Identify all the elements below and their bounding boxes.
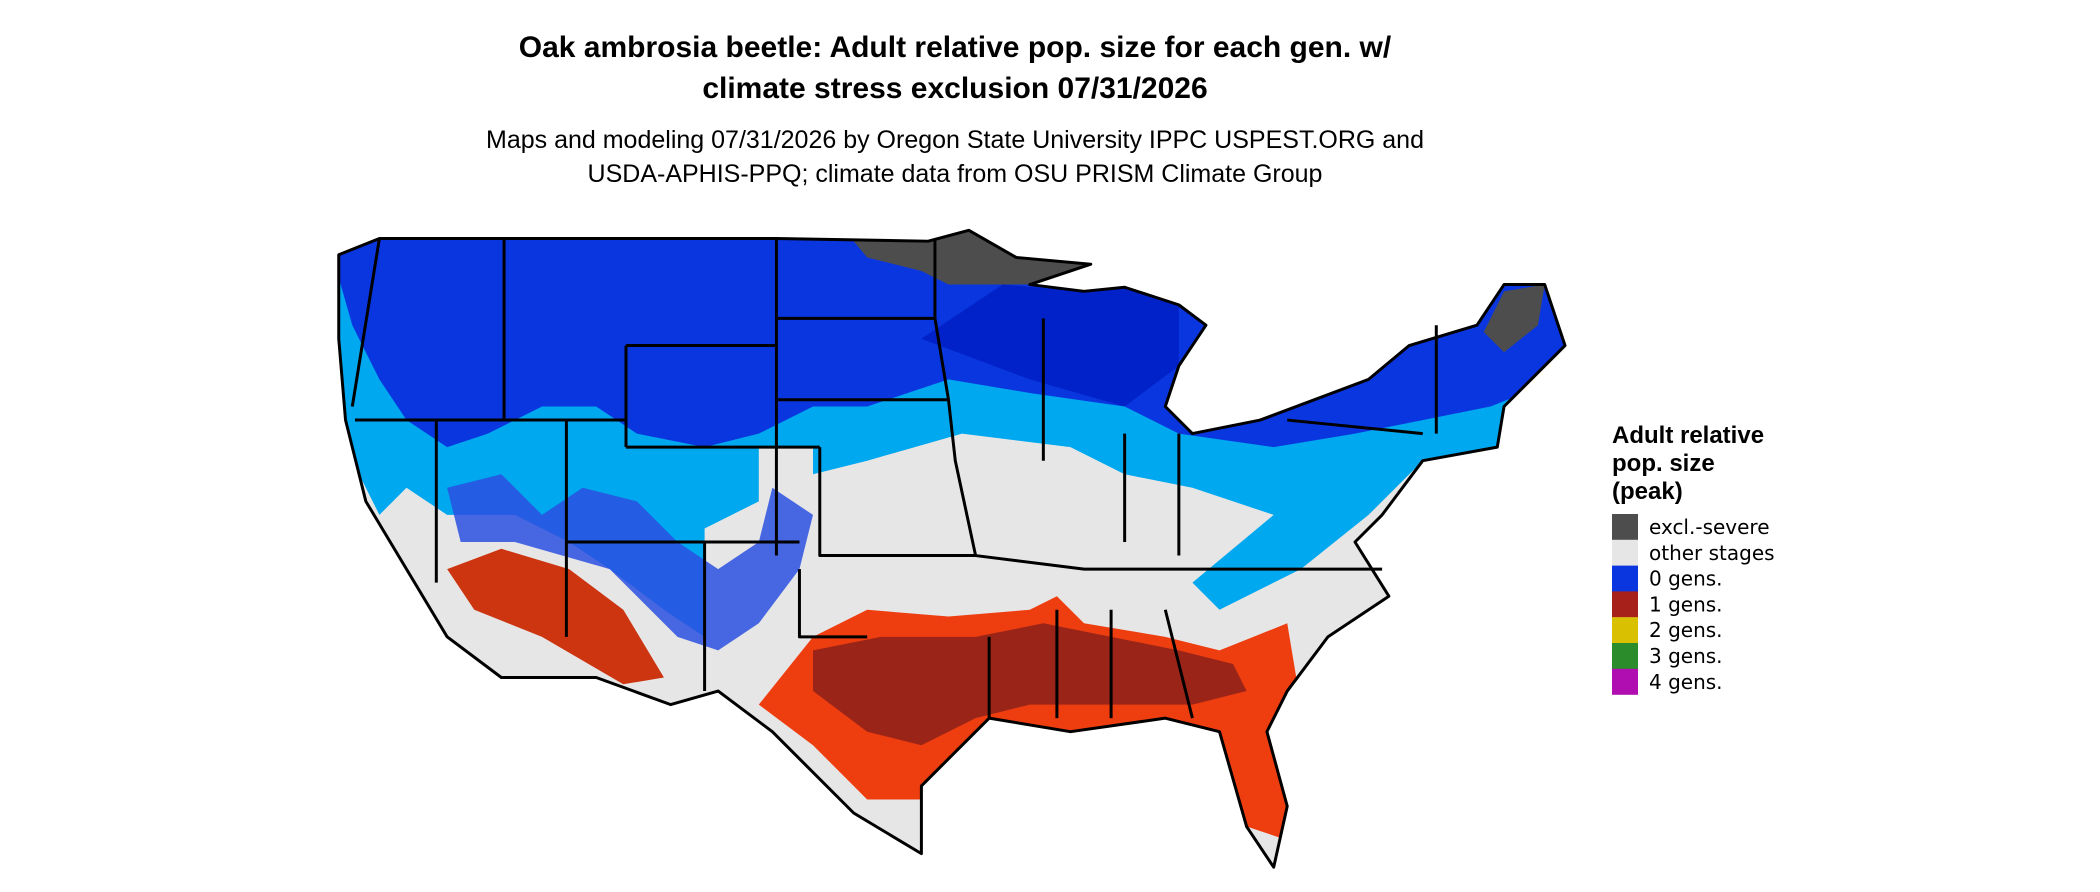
legend-swatch [1612, 668, 1638, 695]
legend-swatch [1612, 514, 1638, 540]
legend-swatch [1612, 565, 1638, 592]
legend-label: other stages [1649, 541, 1775, 565]
legend-swatch [1612, 539, 1638, 566]
legend-label: 2 gens. [1649, 618, 1723, 642]
subtitle: Maps and modeling 07/31/2026 by Oregon S… [486, 126, 1424, 154]
legend-swatch [1612, 591, 1638, 618]
legend-label: 0 gens. [1649, 567, 1723, 591]
legend-label: 1 gens. [1649, 592, 1723, 616]
subtitle: USDA-APHIS-PPQ; climate data from OSU PR… [588, 160, 1323, 188]
legend-label: 4 gens. [1649, 670, 1723, 694]
legend-label: excl.-severe [1649, 515, 1770, 539]
legend-label: 3 gens. [1649, 644, 1723, 668]
legend-title: (peak) [1612, 478, 1683, 505]
title: climate stress exclusion 07/31/2026 [702, 72, 1207, 105]
title: Oak ambrosia beetle: Adult relative pop.… [519, 31, 1392, 64]
legend-title: pop. size [1612, 450, 1715, 477]
legend-title: Adult relative [1612, 422, 1764, 449]
legend-swatch [1612, 617, 1638, 644]
map [337, 228, 1567, 869]
legend-swatch [1612, 643, 1638, 669]
